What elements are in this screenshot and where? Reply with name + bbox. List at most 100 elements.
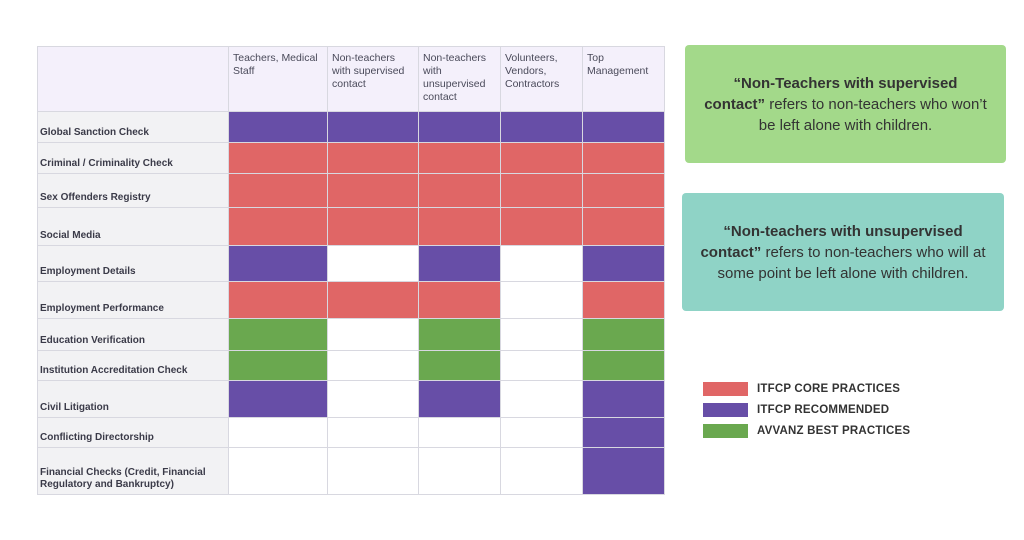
matrix-cell-best	[582, 318, 665, 351]
matrix-cell-none	[327, 318, 419, 351]
row-label: Sex Offenders Registry	[37, 173, 229, 208]
matrix-cell-recommended	[228, 380, 328, 418]
matrix-cell-best	[228, 318, 328, 351]
matrix-cell-best	[228, 350, 328, 381]
table-row: Criminal / Criminality Check	[37, 142, 665, 174]
supervised-contact-note-definition: refers to non-teachers who won’t be left…	[758, 95, 987, 134]
matrix-cell-core	[228, 173, 328, 208]
column-header-volunteers: Volunteers, Vendors, Contractors	[500, 46, 583, 112]
table-row: Employment Details	[37, 245, 665, 282]
matrix-cell-none	[500, 350, 583, 381]
column-header-supervised: Non-teachers with supervised contact	[327, 46, 419, 112]
legend-item: ITFCP RECOMMENDED	[703, 399, 910, 420]
matrix-cell-core	[327, 142, 419, 174]
matrix-cell-none	[500, 417, 583, 448]
matrix-cell-none	[327, 380, 419, 418]
matrix-cell-none	[228, 417, 328, 448]
matrix-cell-recommended	[418, 111, 501, 143]
screening-matrix-table: Teachers, Medical Staff Non-teachers wit…	[37, 46, 665, 495]
table-row: Institution Accreditation Check	[37, 350, 665, 381]
table-row: Social Media	[37, 207, 665, 246]
row-label: Employment Performance	[37, 281, 229, 319]
matrix-cell-core	[228, 142, 328, 174]
row-label: Conflicting Directorship	[37, 417, 229, 448]
row-label: Institution Accreditation Check	[37, 350, 229, 381]
matrix-cell-none	[327, 447, 419, 495]
column-header-unsupervised: Non-teachers with unsupervised contact	[418, 46, 501, 112]
table-row: Employment Performance	[37, 281, 665, 319]
matrix-cell-core	[500, 173, 583, 208]
matrix-cell-core	[327, 207, 419, 246]
column-header-top-management: Top Management	[582, 46, 665, 112]
legend-label: ITFCP RECOMMENDED	[757, 403, 890, 416]
matrix-cell-recommended	[582, 447, 665, 495]
table-row: Conflicting Directorship	[37, 417, 665, 448]
matrix-cell-core	[582, 207, 665, 246]
unsupervised-contact-note-text: “Non-teachers with unsupervised contact”…	[700, 221, 986, 284]
matrix-cell-core	[582, 142, 665, 174]
matrix-cell-none	[327, 245, 419, 282]
row-label: Financial Checks (Credit, Financial Regu…	[37, 447, 229, 495]
matrix-cell-none	[500, 245, 583, 282]
matrix-cell-core	[418, 281, 501, 319]
legend-swatch	[703, 423, 748, 438]
matrix-cell-recommended	[582, 417, 665, 448]
matrix-cell-recommended	[418, 380, 501, 418]
matrix-cell-none	[500, 447, 583, 495]
legend-label: AVVANZ BEST PRACTICES	[757, 424, 911, 437]
matrix-cell-best	[418, 350, 501, 381]
supervised-contact-note: “Non-Teachers with supervised contact” r…	[685, 45, 1006, 163]
matrix-cell-none	[327, 417, 419, 448]
row-label: Employment Details	[37, 245, 229, 282]
matrix-cell-recommended	[327, 111, 419, 143]
matrix-cell-recommended	[418, 245, 501, 282]
unsupervised-contact-note: “Non-teachers with unsupervised contact”…	[682, 193, 1004, 311]
legend-item: AVVANZ BEST PRACTICES	[703, 420, 910, 441]
matrix-cell-recommended	[500, 111, 583, 143]
matrix-cell-none	[228, 447, 328, 495]
matrix-cell-none	[500, 380, 583, 418]
legend-swatch	[703, 402, 748, 417]
legend-item: ITFCP CORE PRACTICES	[703, 378, 910, 399]
column-header-teachers: Teachers, Medical Staff	[228, 46, 328, 112]
matrix-cell-core	[228, 281, 328, 319]
matrix-cell-core	[327, 281, 419, 319]
matrix-cell-recommended	[228, 245, 328, 282]
legend: ITFCP CORE PRACTICES ITFCP RECOMMENDED AVV…	[703, 378, 910, 441]
row-label: Civil Litigation	[37, 380, 229, 418]
legend-label: ITFCP CORE PRACTICES	[757, 382, 901, 395]
row-label: Education Verification	[37, 318, 229, 351]
table-row: Education Verification	[37, 318, 665, 351]
legend-swatch	[703, 381, 748, 396]
supervised-contact-note-text: “Non-Teachers with supervised contact” r…	[703, 73, 988, 136]
matrix-cell-none	[327, 350, 419, 381]
matrix-cell-best	[582, 350, 665, 381]
matrix-cell-recommended	[582, 380, 665, 418]
header-row: Teachers, Medical Staff Non-teachers wit…	[37, 46, 665, 112]
matrix-cell-core	[500, 142, 583, 174]
matrix-cell-recommended	[582, 111, 665, 143]
matrix-cell-none	[500, 281, 583, 319]
table-row: Global Sanction Check	[37, 111, 665, 143]
matrix-cell-best	[418, 318, 501, 351]
matrix-cell-core	[418, 207, 501, 246]
unsupervised-contact-note-term: “Non-teachers with unsupervised contact”	[700, 222, 963, 261]
matrix-cell-core	[582, 281, 665, 319]
unsupervised-contact-note-definition: refers to non-teachers who will at some …	[717, 243, 986, 282]
row-label: Criminal / Criminality Check	[37, 142, 229, 174]
matrix-cell-recommended	[582, 245, 665, 282]
matrix-cell-core	[418, 142, 501, 174]
table-row: Financial Checks (Credit, Financial Regu…	[37, 447, 665, 495]
matrix-cell-core	[582, 173, 665, 208]
matrix-cell-core	[418, 173, 501, 208]
table-row: Sex Offenders Registry	[37, 173, 665, 208]
matrix-cell-core	[500, 207, 583, 246]
supervised-contact-note-term: “Non-Teachers with supervised contact”	[704, 74, 958, 113]
table-row: Civil Litigation	[37, 380, 665, 418]
row-label: Social Media	[37, 207, 229, 246]
matrix-body: Global Sanction Check Criminal / Criminal…	[37, 111, 665, 495]
matrix-cell-recommended	[228, 111, 328, 143]
corner-header-cell	[37, 46, 229, 112]
matrix-cell-none	[500, 318, 583, 351]
matrix-cell-none	[418, 417, 501, 448]
